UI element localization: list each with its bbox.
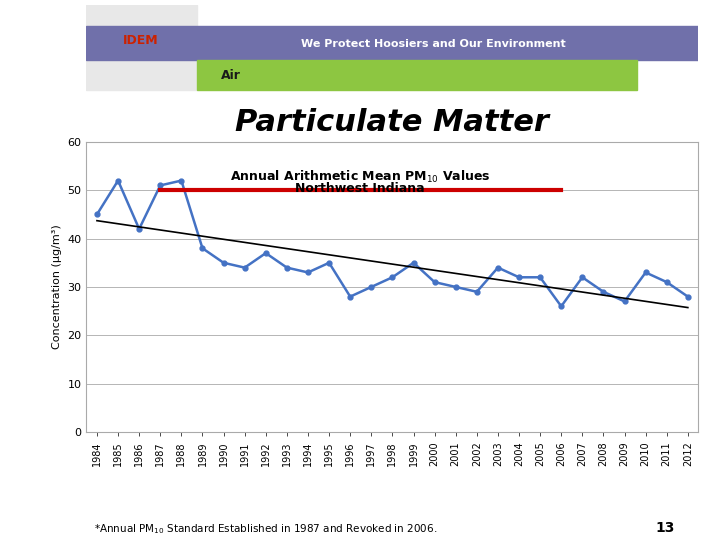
Bar	[86, 26, 698, 60]
Bar	[197, 60, 637, 90]
Text: IDEM: IDEM	[123, 35, 158, 48]
Text: Northwest Indiana: Northwest Indiana	[295, 181, 425, 195]
Text: Air: Air	[221, 69, 241, 82]
Text: We Protect Hoosiers and Our Environment: We Protect Hoosiers and Our Environment	[301, 39, 565, 49]
Text: Annual Arithmetic Mean PM$_{10}$ Values: Annual Arithmetic Mean PM$_{10}$ Values	[230, 169, 490, 185]
Text: Particulate Matter: Particulate Matter	[235, 109, 549, 137]
Y-axis label: Concentration (µg/m³): Concentration (µg/m³)	[52, 225, 62, 349]
Text: 13: 13	[655, 521, 675, 535]
Text: *Annual PM$_{10}$ Standard Established in 1987 and Revoked in 2006.: *Annual PM$_{10}$ Standard Established i…	[94, 522, 437, 536]
Bar	[86, 5, 197, 90]
